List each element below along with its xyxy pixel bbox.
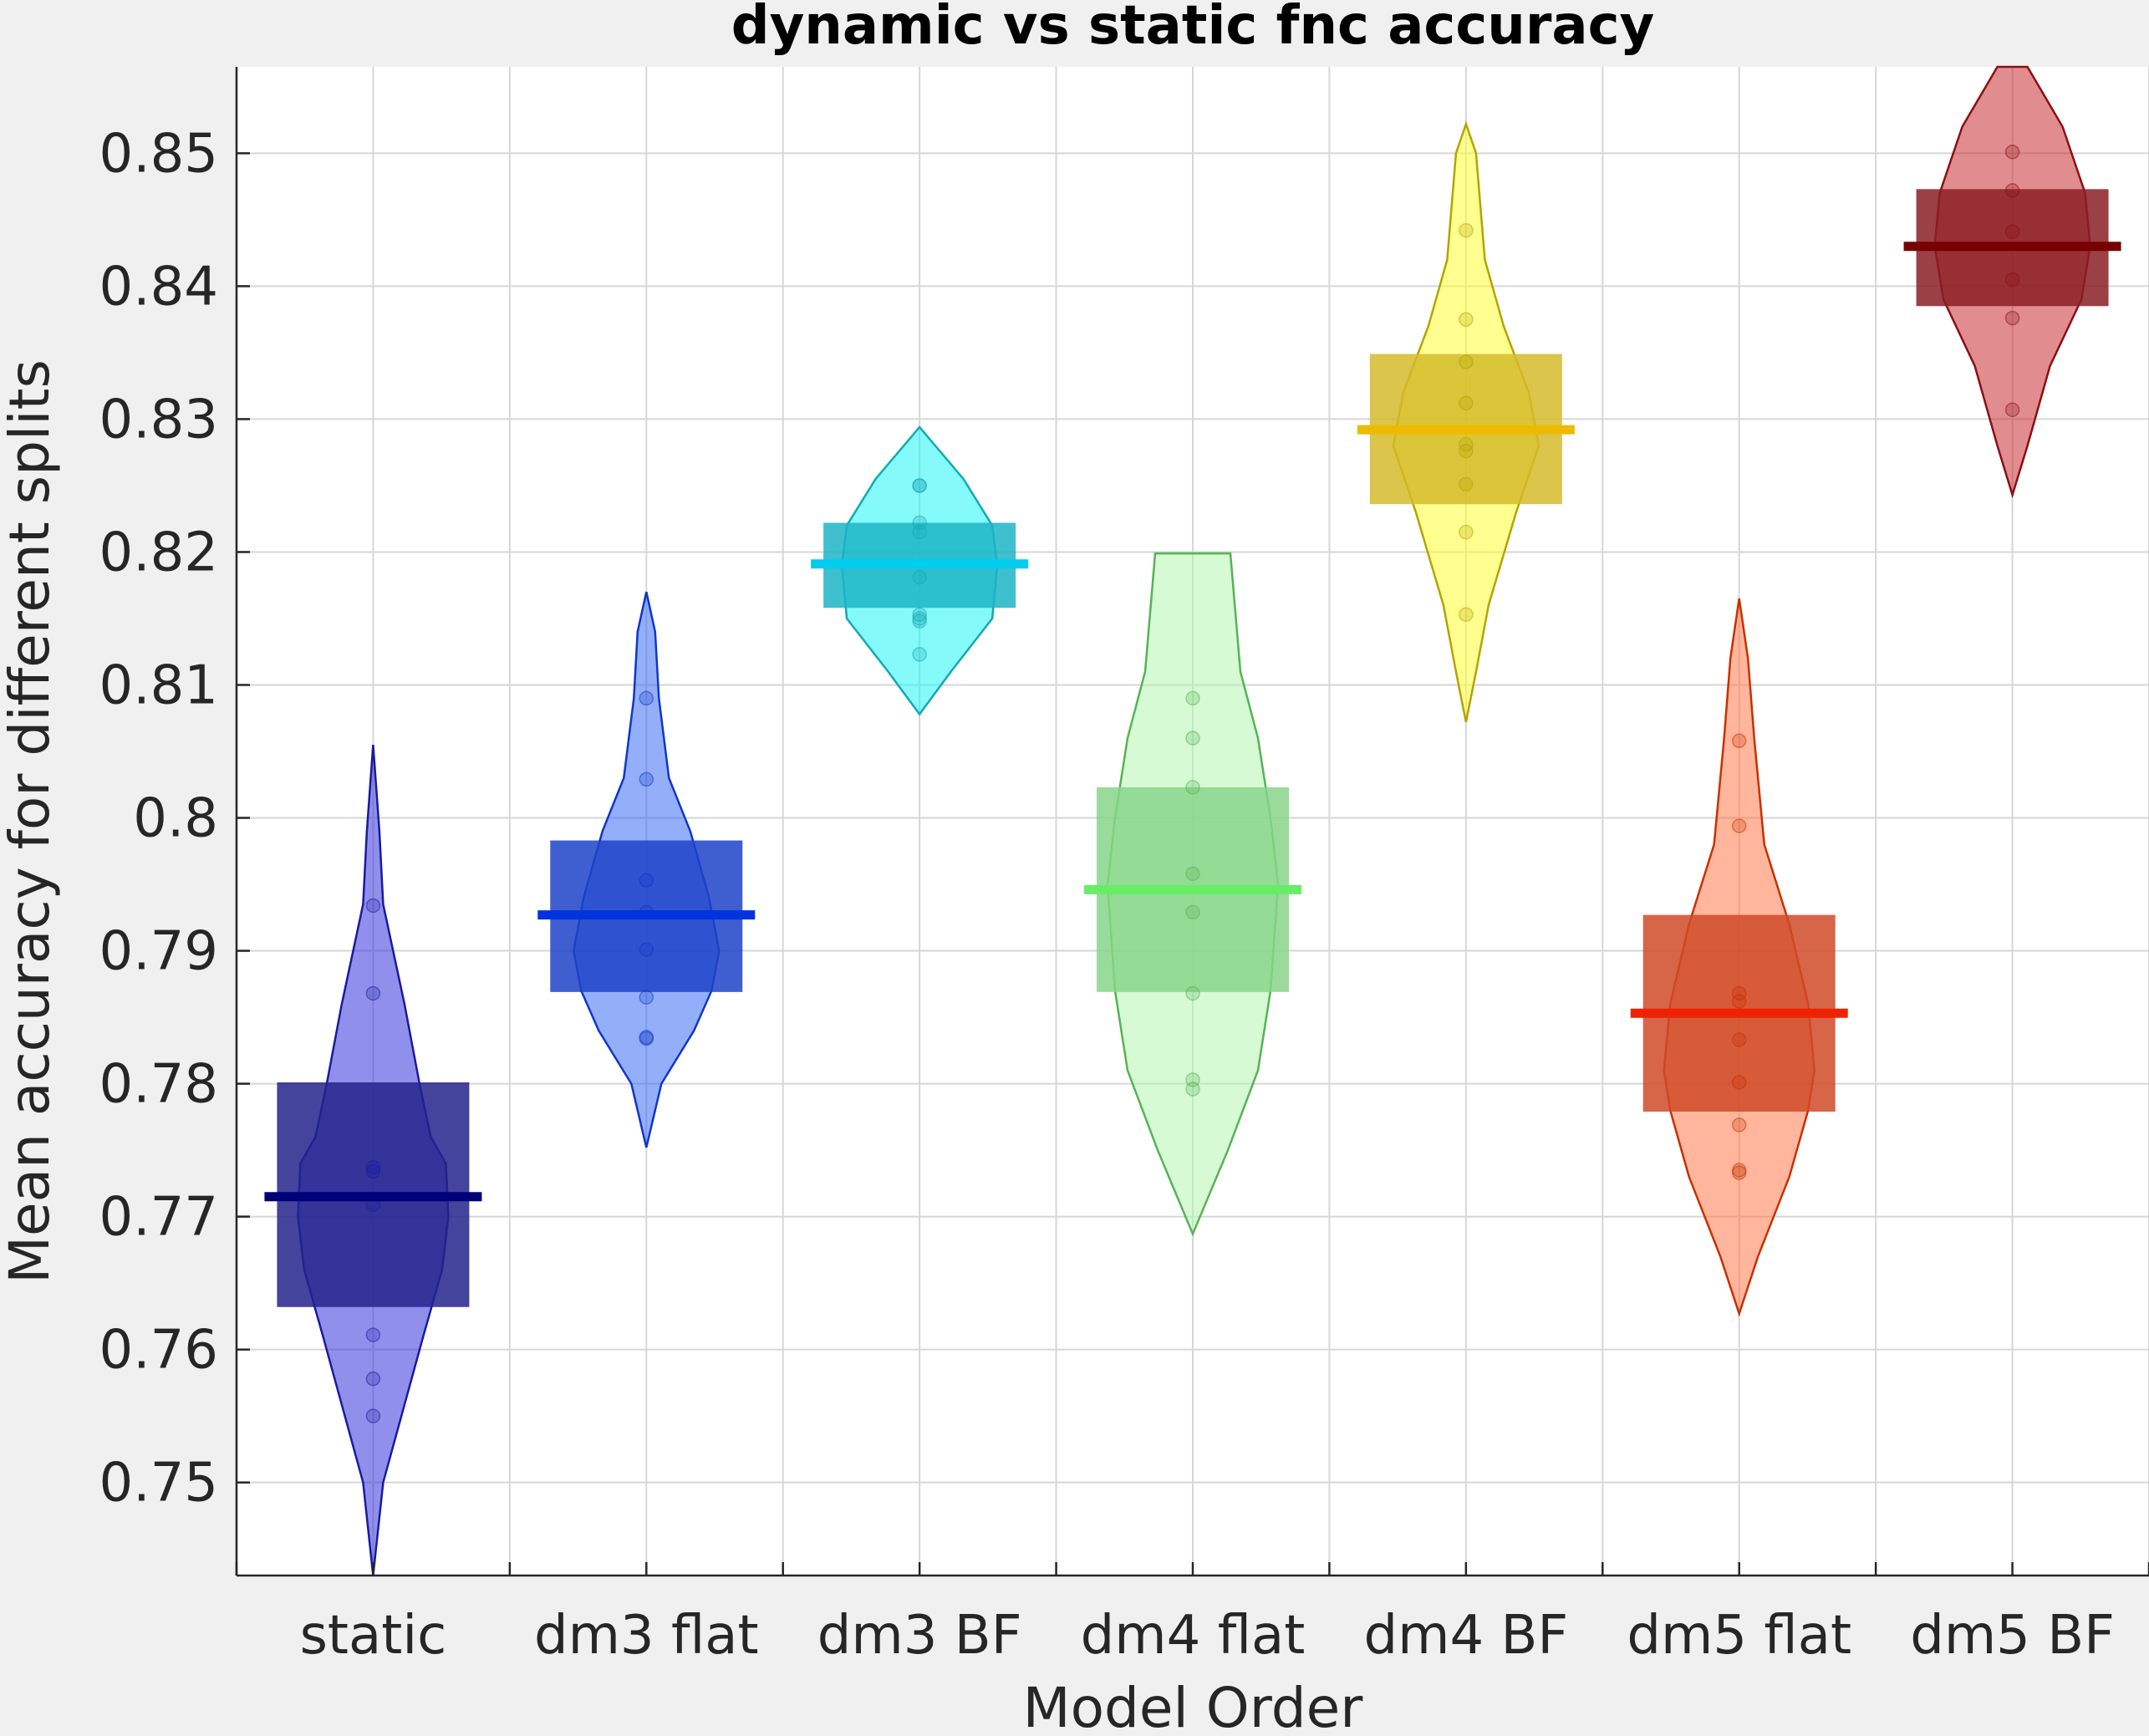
data-point	[1459, 395, 1474, 411]
data-point	[1731, 985, 1747, 1001]
x-tick-label: dm5 flat	[1627, 1605, 1851, 1667]
x-tick-label: dm3 BF	[817, 1605, 1022, 1667]
violin-dm4-flat	[1084, 552, 1301, 1237]
data-point	[1185, 780, 1200, 795]
y-tick-label: 0.83	[99, 389, 219, 451]
x-tick-label: dm5 BF	[1910, 1605, 2115, 1667]
x-tick-label: static	[300, 1605, 447, 1667]
y-tick-label: 0.75	[99, 1453, 219, 1515]
data-point	[1459, 607, 1474, 622]
violin-dm4-BF	[1357, 120, 1575, 723]
data-point	[365, 1371, 381, 1387]
data-point	[365, 1163, 381, 1179]
data-point	[1459, 222, 1474, 238]
data-point	[1731, 1165, 1747, 1180]
data-point	[912, 478, 927, 493]
data-point	[365, 1327, 381, 1342]
y-tick-label: 0.76	[99, 1320, 219, 1382]
y-tick-label: 0.78	[99, 1054, 219, 1116]
data-point	[2004, 183, 2020, 198]
data-point	[2004, 145, 2020, 160]
y-tick-label: 0.8	[133, 788, 218, 850]
data-point	[639, 690, 654, 706]
y-tick-label: 0.82	[99, 522, 219, 583]
data-point	[912, 647, 927, 662]
data-point	[912, 569, 927, 585]
violin-dm3-flat	[537, 591, 756, 1148]
data-point	[365, 1160, 381, 1175]
data-point	[1185, 690, 1200, 706]
data-point	[912, 524, 927, 540]
data-point	[1185, 731, 1200, 746]
y-tick-label: 0.84	[99, 256, 219, 318]
y-tick-label: 0.85	[99, 123, 219, 185]
data-point	[365, 1408, 381, 1423]
data-point	[2004, 402, 2020, 418]
data-point	[1459, 312, 1474, 327]
data-point	[2004, 224, 2020, 239]
y-tick-label: 0.81	[99, 654, 219, 716]
data-point	[639, 1031, 654, 1046]
data-point	[639, 942, 654, 957]
violin-dm5-BF	[1903, 65, 2121, 499]
data-point	[1185, 985, 1200, 1001]
data-point	[1731, 818, 1747, 833]
data-point	[1459, 524, 1474, 540]
violin-static	[264, 745, 482, 1576]
data-point	[2004, 310, 2020, 326]
data-point	[365, 898, 381, 914]
data-point	[1731, 994, 1747, 1009]
data-point	[365, 985, 381, 1001]
data-point	[912, 613, 927, 629]
y-tick-label: 0.77	[99, 1187, 219, 1249]
data-point	[1459, 443, 1474, 459]
violins	[264, 65, 2121, 1576]
x-tick-label: dm4 flat	[1081, 1605, 1306, 1667]
violin-dm3-BF	[811, 425, 1029, 716]
data-point	[1185, 904, 1200, 920]
data-point	[1459, 476, 1474, 492]
data-point	[1185, 866, 1200, 882]
data-point	[639, 771, 654, 787]
data-point	[1459, 354, 1474, 369]
x-tick-label: dm3 flat	[534, 1605, 759, 1667]
data-point	[1731, 1117, 1747, 1133]
x-tick-label: dm4 BF	[1363, 1605, 1568, 1667]
violin-dm5-flat	[1630, 598, 1848, 1317]
chart-title: dynamic vs static fnc accuracy	[731, 0, 1655, 57]
data-point	[1185, 1082, 1200, 1097]
data-point	[1731, 1075, 1747, 1090]
data-point	[1731, 1032, 1747, 1047]
x-axis-label: Model Order	[1023, 1676, 1364, 1736]
axes: 0.75 0.76 0.77 0.78 0.79 0.8 0.81 0.82 0.83 0.84 0…	[99, 67, 2149, 1667]
y-tick-label: 0.79	[99, 921, 219, 983]
y-axis-label: Mean accuracy for different splits	[0, 359, 62, 1284]
data-point	[639, 990, 654, 1005]
data-point	[2004, 272, 2020, 288]
data-point	[639, 873, 654, 888]
data-point	[1731, 733, 1747, 749]
